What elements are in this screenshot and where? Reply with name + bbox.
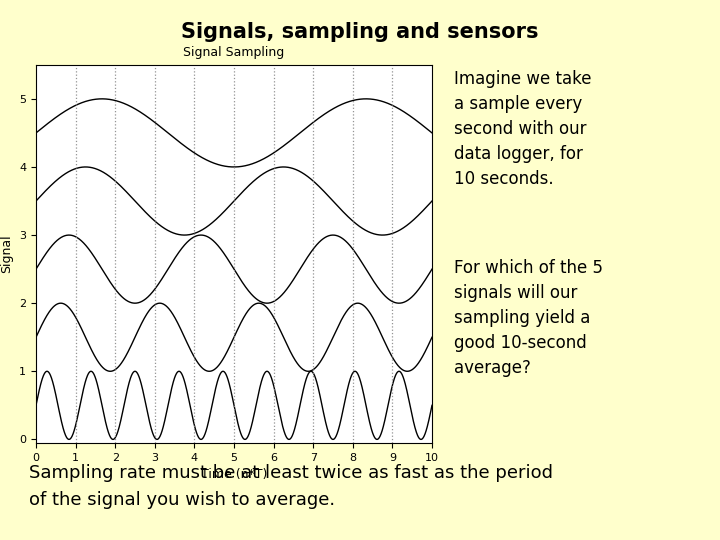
- X-axis label: Time (n*T): Time (n*T): [201, 468, 267, 481]
- Text: Signals, sampling and sensors: Signals, sampling and sensors: [181, 22, 539, 42]
- Title: Signal Sampling: Signal Sampling: [184, 46, 284, 59]
- Text: Sampling rate must be at least twice as fast as the period
of the signal you wis: Sampling rate must be at least twice as …: [29, 464, 553, 509]
- Text: For which of the 5
signals will our
sampling yield a
good 10-second
average?: For which of the 5 signals will our samp…: [454, 259, 603, 377]
- Y-axis label: Signal: Signal: [1, 234, 14, 273]
- Text: Imagine we take
a sample every
second with our
data logger, for
10 seconds.: Imagine we take a sample every second wi…: [454, 70, 591, 188]
